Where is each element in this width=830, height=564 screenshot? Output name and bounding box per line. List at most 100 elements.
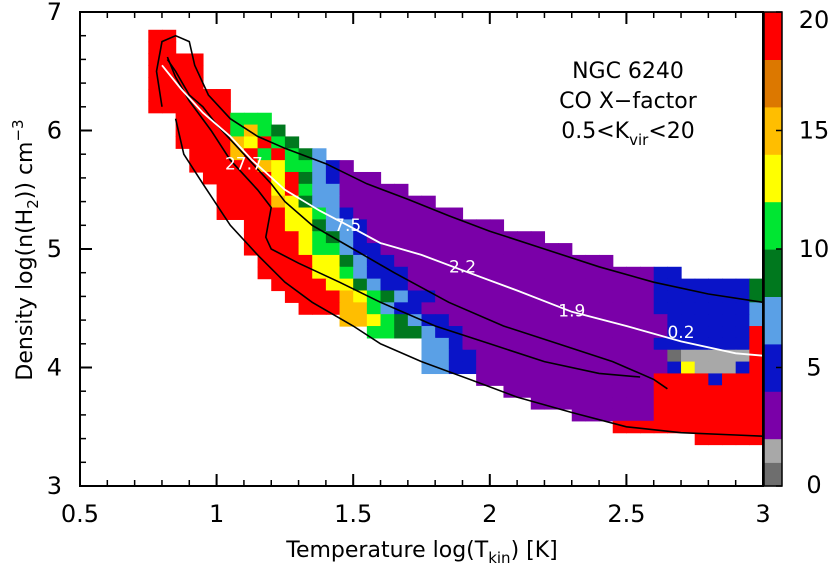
heatmap-cell xyxy=(694,397,709,410)
heatmap-cell xyxy=(530,361,546,375)
x-axis-title: Temperature log(Tkin) [K] xyxy=(285,538,557,564)
colorbar-tick-label: 15 xyxy=(799,117,830,145)
y-axis-title-sup: −3 xyxy=(9,119,27,141)
heatmap-cell xyxy=(448,254,464,268)
heatmap-cell xyxy=(640,314,655,327)
heatmap-cell xyxy=(394,183,409,197)
y-axis-title-tail: )) cm xyxy=(13,142,38,200)
heatmap-cell xyxy=(571,337,587,351)
heatmap-cell xyxy=(612,361,627,375)
heatmap-cell xyxy=(353,207,368,220)
heatmap-cell xyxy=(407,314,423,327)
heatmap-cell xyxy=(312,254,327,268)
heatmap-cell xyxy=(722,408,737,422)
heatmap-cell xyxy=(558,385,573,398)
heatmap-cell xyxy=(489,219,505,232)
heatmap-cell xyxy=(571,385,587,398)
heatmap-cell xyxy=(735,302,750,315)
heatmap-cell xyxy=(216,160,231,173)
heatmap-cell xyxy=(599,290,614,303)
heatmap-cell xyxy=(230,183,245,197)
heatmap-cell xyxy=(421,337,436,351)
heatmap-cell xyxy=(216,112,231,126)
heatmap-cell xyxy=(189,136,204,149)
heatmap-cell xyxy=(558,278,573,292)
heatmap-cell xyxy=(694,420,709,434)
heatmap-cell xyxy=(571,266,587,280)
heatmap-cell xyxy=(735,361,750,375)
heatmap-cell xyxy=(722,278,737,292)
heatmap-cell xyxy=(503,243,518,256)
heatmap-cell xyxy=(271,136,286,149)
heatmap-cell xyxy=(476,243,491,256)
heatmap-cell xyxy=(653,397,668,410)
heatmap-cell xyxy=(517,290,532,303)
heatmap-cell xyxy=(653,278,668,292)
heatmap-cell xyxy=(476,231,491,244)
heatmap-cell xyxy=(544,254,559,268)
heatmap-cell xyxy=(312,231,327,244)
heatmap-cell xyxy=(161,100,177,114)
heatmap-cell xyxy=(298,183,313,197)
heatmap-cell xyxy=(366,219,382,232)
heatmap-cell xyxy=(189,124,204,138)
heatmap-cell xyxy=(626,278,641,292)
heatmap-cell xyxy=(448,302,464,315)
heatmap-cell xyxy=(421,219,436,232)
x-tick-label: 2.5 xyxy=(607,500,645,528)
heatmap-cell xyxy=(585,302,600,315)
heatmap-cell xyxy=(407,254,423,268)
heatmap-cell xyxy=(380,278,395,292)
heatmap-cell xyxy=(298,278,313,292)
heatmap-cell xyxy=(380,254,395,268)
heatmap-cell xyxy=(694,385,709,398)
heatmap-cell xyxy=(380,231,395,244)
heatmap-cell xyxy=(585,373,600,386)
heatmap-cell xyxy=(462,349,477,363)
x-axis-title-tail: ) [K] xyxy=(511,538,558,563)
heatmap-cell xyxy=(380,326,395,339)
heatmap-cell xyxy=(161,77,177,90)
heatmap-cell xyxy=(230,171,245,185)
colorbar-segment xyxy=(764,177,782,203)
heatmap-cell xyxy=(558,326,573,339)
heatmap-cell xyxy=(243,195,259,209)
heatmap-cell xyxy=(749,373,764,386)
heatmap-cell xyxy=(284,266,300,280)
heatmap-cell xyxy=(544,385,559,398)
heatmap-cell xyxy=(653,266,668,280)
heatmap-cell xyxy=(599,278,614,292)
heatmap-cell xyxy=(667,385,682,398)
heatmap-cell xyxy=(558,314,573,327)
heatmap-cell xyxy=(653,385,668,398)
heatmap-cell xyxy=(571,326,587,339)
heatmap-cell xyxy=(571,278,587,292)
heatmap-cell xyxy=(640,266,655,280)
heatmap-cell xyxy=(708,361,723,375)
heatmap-cell xyxy=(517,243,532,256)
heatmap-cell xyxy=(558,373,573,386)
colorbar-segment xyxy=(764,320,782,345)
heatmap-cell xyxy=(339,195,354,209)
heatmap-cell xyxy=(339,243,354,256)
heatmap-cell xyxy=(339,207,354,220)
white-contour-line xyxy=(161,64,764,357)
colorbar-segment xyxy=(764,35,782,60)
colorbar-segment xyxy=(764,438,782,463)
heatmap-cell xyxy=(257,243,272,256)
heatmap-cell xyxy=(380,195,395,209)
heatmap-cell xyxy=(571,314,587,327)
heatmap-cell xyxy=(640,361,655,375)
heatmap-cell xyxy=(489,254,505,268)
heatmap-cell xyxy=(708,302,723,315)
heatmap-cell xyxy=(325,266,341,280)
heatmap-cell xyxy=(394,278,409,292)
heatmap-cell xyxy=(544,314,559,327)
heatmap-cell xyxy=(298,231,313,244)
heatmap-cell xyxy=(640,337,655,351)
y-axis-title-main: Density log(n(H xyxy=(13,209,38,381)
heatmap-cell xyxy=(325,278,341,292)
colorbar-segment xyxy=(764,296,782,321)
contour-labels: 27.7 7.5 2.2 1.9 0.2 xyxy=(225,155,695,343)
